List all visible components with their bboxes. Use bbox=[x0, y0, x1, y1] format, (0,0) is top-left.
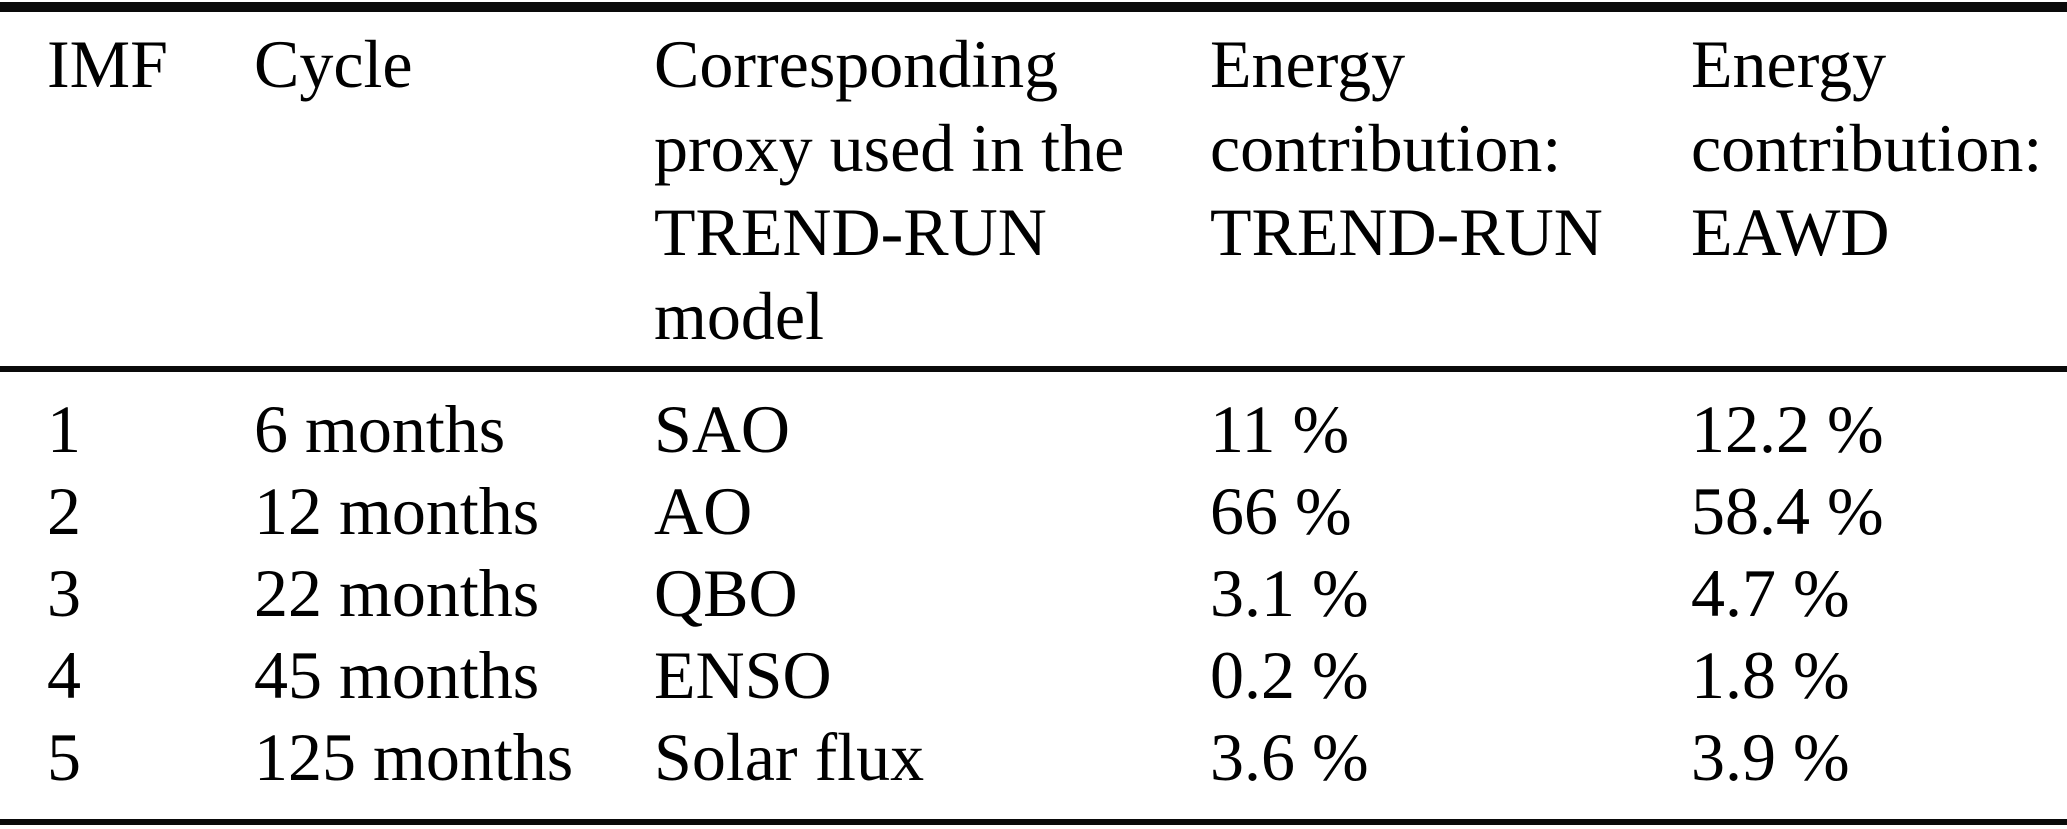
table-rule-top bbox=[0, 2, 2067, 12]
cell-cycle-4: 45 months bbox=[254, 637, 540, 713]
column-header-imf-line: IMF bbox=[47, 26, 168, 102]
cell-trend-run-4: 0.2 % bbox=[1210, 637, 1369, 713]
column-header-energy-eawd-line-2: contribution: bbox=[1691, 110, 2043, 186]
table-rule-bottom bbox=[0, 819, 2067, 825]
cell-trend-run-1: 11 % bbox=[1210, 391, 1350, 467]
cell-eawd-1: 12.2 % bbox=[1691, 391, 1884, 467]
column-header-energy-eawd: Energy contribution: EAWD bbox=[1691, 22, 2067, 358]
column-header-energy-trend-run: Energy contribution: TREND-RUN bbox=[1210, 22, 1691, 358]
cell-proxy-3: QBO bbox=[654, 555, 798, 631]
column-header-proxy-line-2: proxy used in the bbox=[654, 110, 1125, 186]
column-header-cycle-line: Cycle bbox=[254, 26, 413, 102]
column-header-cycle: Cycle bbox=[254, 22, 654, 358]
table-header-row: IMF Cycle Corresponding proxy used in th… bbox=[47, 12, 2067, 358]
column-header-proxy: Corresponding proxy used in the TREND-RU… bbox=[654, 22, 1210, 358]
column-header-proxy-line-1: Corresponding bbox=[654, 26, 1059, 102]
table-rule-header-separator bbox=[0, 366, 2067, 372]
cell-cycle-5: 125 months bbox=[254, 719, 574, 795]
cell-cycle-3: 22 months bbox=[254, 555, 540, 631]
cell-eawd-5: 3.9 % bbox=[1691, 719, 1850, 795]
column-header-energy-eawd-line-3: EAWD bbox=[1691, 194, 1890, 270]
column-header-energy-trend-run-line-3: TREND-RUN bbox=[1210, 194, 1603, 270]
column-header-proxy-line-3: TREND-RUN bbox=[654, 194, 1047, 270]
cell-eawd-3: 4.7 % bbox=[1691, 555, 1850, 631]
column-header-energy-eawd-line-1: Energy bbox=[1691, 26, 1887, 102]
cell-eawd-4: 1.8 % bbox=[1691, 637, 1850, 713]
cell-imf-5: 5 bbox=[47, 719, 81, 795]
cell-trend-run-2: 66 % bbox=[1210, 473, 1352, 549]
cell-trend-run-5: 3.6 % bbox=[1210, 719, 1369, 795]
cell-cycle-2: 12 months bbox=[254, 473, 540, 549]
cell-proxy-1: SAO bbox=[654, 391, 791, 467]
cell-proxy-2: AO bbox=[654, 473, 753, 549]
cell-proxy-4: ENSO bbox=[654, 637, 832, 713]
cell-imf-2: 2 bbox=[47, 473, 81, 549]
cell-imf-3: 3 bbox=[47, 555, 81, 631]
column-header-energy-trend-run-line-2: contribution: bbox=[1210, 110, 1562, 186]
cell-imf-1: 1 bbox=[47, 391, 81, 467]
table-body: 1 6 months SAO 11 % 12.2 % 2 12 months A… bbox=[47, 372, 2067, 798]
column-header-proxy-line-4: model bbox=[654, 278, 824, 354]
cell-trend-run-3: 3.1 % bbox=[1210, 555, 1369, 631]
cell-proxy-5: Solar flux bbox=[654, 719, 925, 795]
column-header-energy-trend-run-line-1: Energy bbox=[1210, 26, 1406, 102]
column-header-imf: IMF bbox=[47, 22, 254, 358]
cell-cycle-1: 6 months bbox=[254, 391, 506, 467]
cell-imf-4: 4 bbox=[47, 637, 81, 713]
cell-eawd-2: 58.4 % bbox=[1691, 473, 1884, 549]
